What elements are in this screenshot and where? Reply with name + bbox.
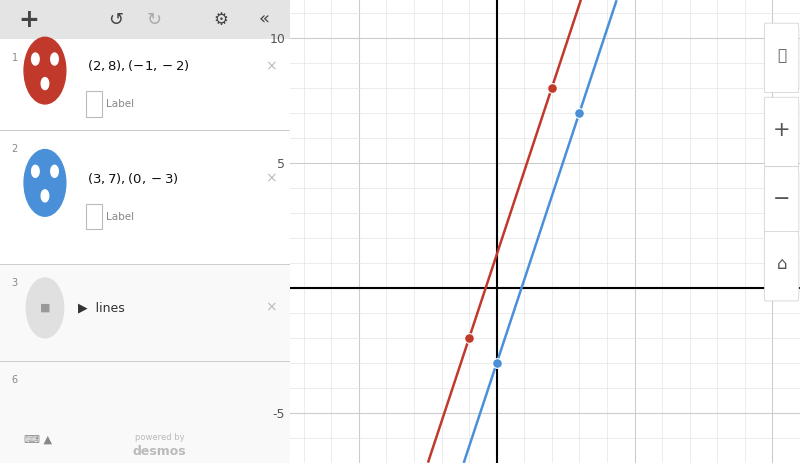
Text: 🔧: 🔧 (777, 48, 786, 63)
Text: $(2,8),(-1,-2)$: $(2,8),(-1,-2)$ (87, 58, 190, 74)
Text: ×: × (266, 301, 277, 315)
Text: $(3,7),(0,-3)$: $(3,7),(0,-3)$ (87, 171, 179, 186)
FancyBboxPatch shape (0, 130, 290, 264)
Text: ×: × (266, 171, 277, 185)
Circle shape (24, 150, 66, 216)
Circle shape (50, 53, 58, 65)
Text: ×: × (266, 59, 277, 73)
Text: ⌂: ⌂ (776, 255, 787, 273)
Text: −: − (773, 189, 790, 209)
Text: Label: Label (106, 100, 134, 109)
Circle shape (32, 165, 39, 177)
FancyBboxPatch shape (764, 232, 799, 301)
Circle shape (41, 77, 49, 90)
FancyBboxPatch shape (764, 23, 799, 93)
Text: ⚙: ⚙ (213, 11, 228, 29)
Circle shape (24, 37, 66, 104)
Text: +: + (773, 119, 790, 140)
Text: powered by: powered by (134, 433, 184, 442)
FancyBboxPatch shape (764, 97, 799, 167)
FancyBboxPatch shape (86, 204, 102, 229)
FancyBboxPatch shape (0, 39, 290, 130)
Text: ↻: ↻ (146, 11, 162, 29)
Text: ■: ■ (40, 303, 50, 313)
Text: +: + (18, 8, 39, 31)
FancyBboxPatch shape (0, 0, 290, 39)
Text: ⌨ ▲: ⌨ ▲ (24, 435, 52, 445)
Text: ↺: ↺ (109, 11, 123, 29)
Text: 2: 2 (11, 144, 18, 154)
Circle shape (32, 53, 39, 65)
Text: 1: 1 (11, 53, 18, 63)
Circle shape (26, 278, 64, 338)
Circle shape (41, 190, 49, 202)
Text: ▶  lines: ▶ lines (78, 301, 125, 314)
Text: «: « (258, 11, 270, 29)
Text: 6: 6 (11, 375, 18, 385)
Circle shape (50, 165, 58, 177)
FancyBboxPatch shape (86, 91, 102, 117)
Text: Label: Label (106, 212, 134, 222)
Text: 3: 3 (11, 278, 18, 288)
FancyBboxPatch shape (764, 167, 799, 236)
Text: desmos: desmos (133, 445, 186, 458)
